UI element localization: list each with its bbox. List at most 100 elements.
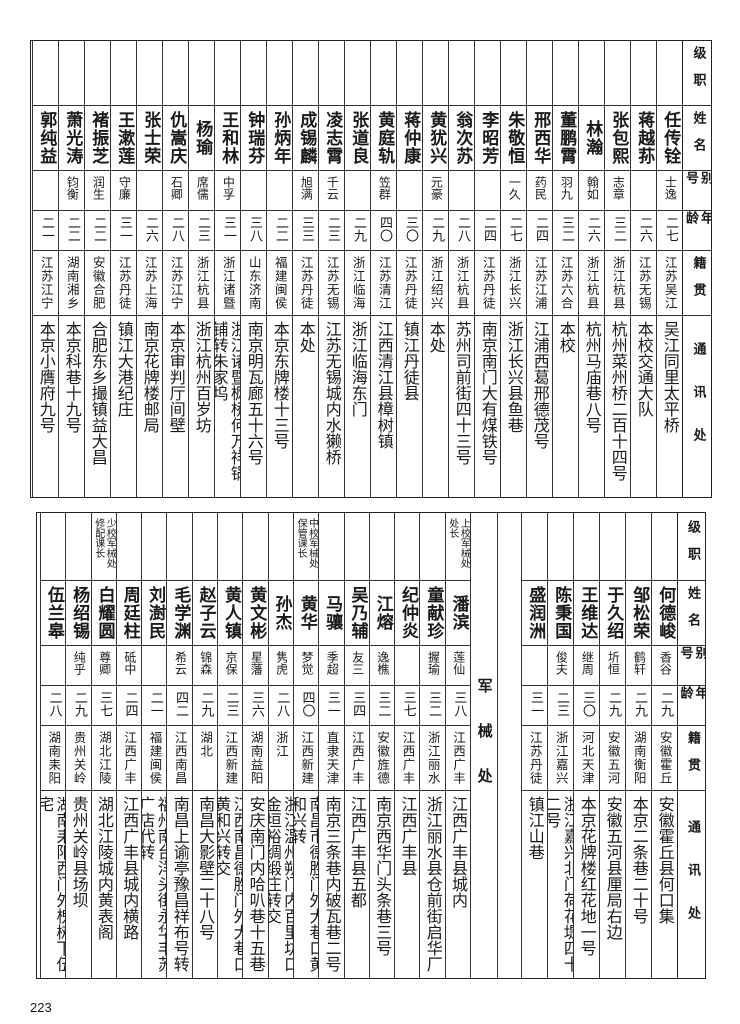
person-name: 马骧 <box>322 595 343 631</box>
cell-name: 周廷柱 <box>116 581 142 646</box>
person-address: 本京审判厅间壁 <box>166 321 186 433</box>
cell-rank <box>268 513 293 581</box>
person-column: 吴乃辅 友三 三四 江西广丰 江西广丰县五都 <box>343 513 369 978</box>
person-address: 本京二条巷二十号 <box>629 796 649 924</box>
cell-address: 本京审判厅间壁 <box>163 316 188 496</box>
person-address: 苏州司前街四十三号 <box>452 321 472 465</box>
cell-rank <box>59 41 84 106</box>
cell-origin: 贵州关岭 <box>66 726 91 791</box>
cell-alias: 鹤轩 <box>626 646 651 686</box>
cell-origin: 浙江长兴 <box>501 251 526 316</box>
person-alias: 中孚 <box>221 176 236 200</box>
cell-alias <box>267 171 292 211</box>
person-column: 蒋越荪 二六 江苏无锡 本校交通大队 <box>630 41 656 497</box>
cell-address: 安徽霍丘县何口集 <box>652 791 677 977</box>
cell-rank <box>397 41 422 106</box>
cell-name: 刘澍民 <box>142 581 167 646</box>
cell-rank <box>241 41 266 106</box>
person-origin: 安徽五河 <box>605 731 621 785</box>
person-age: 三八 <box>246 216 262 242</box>
person-column: 张包熙 志章 三二 浙江杭县 杭州菜州桥二百十四号 <box>604 41 630 497</box>
cell-origin: 江西新建 <box>293 726 319 791</box>
header-cell-age: 年龄 <box>683 211 711 251</box>
cell-address: 江苏无锡城内水獭桥 <box>319 316 344 496</box>
cell-name: 翁次苏 <box>449 106 474 171</box>
person-name: 成锡麟 <box>296 111 317 165</box>
cell-origin: 江苏丹徒 <box>293 251 318 316</box>
cell-age: 二四 <box>475 211 500 251</box>
person-column: 童献珍 握瑜 三二 浙江丽水 浙江丽水县仓前街启华厂 <box>419 513 445 978</box>
cell-name: 孙炳年 <box>267 106 292 171</box>
person-column: 赵子云 锦森 二九 湖北 南昌大影壁二十八号 <box>191 513 218 978</box>
person-age: 二四 <box>480 216 496 242</box>
person-origin: 江西新建 <box>299 731 315 785</box>
person-column: 邹松荣 鹤轩 二九 湖南衡阳 本京二条巷二十号 <box>625 513 651 978</box>
person-name: 张道良 <box>348 111 369 165</box>
cell-address: 南昌上谕亭豫昌祥布号转 <box>167 791 191 977</box>
person-age: 二九 <box>631 691 647 717</box>
person-column: 江熔 逸樵 三二 安徽旌德 南京西华门头条巷三号 <box>368 513 395 978</box>
person-origin: 安徽合肥 <box>90 256 106 310</box>
person-address: 南京南门大有煤铁号 <box>478 321 498 465</box>
cell-age: 三〇 <box>574 686 599 726</box>
person-address: 南昌大影壁二十八号 <box>196 796 216 940</box>
cell-origin: 浙江嘉兴 <box>548 726 573 791</box>
person-column: 翁次苏 二八 浙江杭县 苏州司前街四十三号 <box>448 41 474 497</box>
person-age: 二九 <box>71 691 87 717</box>
person-name: 潘滨 <box>448 595 469 631</box>
person-alias: 元豪 <box>429 176 444 200</box>
person-address: 安徽五河县厘局右边 <box>603 796 623 940</box>
header-label-origin: 籍贯 <box>690 256 706 310</box>
cell-origin: 福建闽侯 <box>267 251 292 316</box>
cell-name: 潘滨 <box>445 581 470 646</box>
person-alias: 京保 <box>224 651 239 675</box>
cell-origin: 江西广丰 <box>116 726 142 791</box>
header-cell-alias: 别号 <box>678 646 705 686</box>
person-age: 三二 <box>375 691 391 717</box>
cell-origin: 安徽五河 <box>600 726 625 791</box>
person-alias: 药民 <box>533 176 548 200</box>
cell-rank: 中校军械处保管课长 <box>293 513 319 581</box>
cell-origin: 湖南湘乡 <box>59 251 84 316</box>
cell-age: 二三 <box>548 686 573 726</box>
person-age: 二四 <box>122 691 138 717</box>
cell-address: 南京花牌楼邮局 <box>137 316 162 496</box>
person-address: 本京小膺府九号 <box>36 321 56 433</box>
person-name: 林瀚 <box>582 120 603 156</box>
cell-name: 钟瑞芬 <box>241 106 266 171</box>
cell-name: 蒋越荪 <box>631 106 656 171</box>
cell-name: 毛学渊 <box>167 581 192 646</box>
cell-address: 南京西华门头条巷三号 <box>370 791 394 977</box>
person-origin: 湖南耒阳 <box>46 731 62 785</box>
person-column: 王维达 继周 三〇 河北天津 本京花牌楼红花地一号 <box>573 513 599 978</box>
person-address: 镇江丹徒县 <box>400 321 420 401</box>
header-label-address: 通讯处 <box>684 819 700 949</box>
cell-origin: 浙江杭县 <box>449 251 474 316</box>
person-alias: 希云 <box>173 651 188 675</box>
cell-name: 张道良 <box>345 106 370 171</box>
person-alias: 一久 <box>507 176 522 200</box>
cell-name: 黄庭轨 <box>371 106 396 171</box>
person-address: 南京花牌楼邮局 <box>140 321 160 433</box>
header-cell-rank: 级职 <box>683 41 711 106</box>
cell-rank <box>652 513 677 581</box>
person-origin: 江西南昌 <box>172 731 188 785</box>
header-cell-origin: 籍贯 <box>683 251 711 316</box>
person-origin: 江苏江浦 <box>532 256 548 310</box>
cell-name: 江熔 <box>369 581 395 646</box>
person-address: 南昌市德胜门外大巷口黄和兴转 <box>293 796 319 972</box>
person-origin: 浙江杭县 <box>610 256 626 310</box>
person-name: 王和林 <box>218 111 239 165</box>
person-alias: 志章 <box>611 176 626 200</box>
cell-rank <box>142 513 167 581</box>
cell-alias <box>475 171 500 211</box>
person-column: 毛学渊 希云 四二 江西南昌 南昌上谕亭豫昌祥布号转 <box>166 513 192 978</box>
person-age: 三一 <box>527 691 543 717</box>
cell-address: 本京东牌楼十三号 <box>267 316 292 496</box>
person-address: 江西广丰县城内横路 <box>120 796 140 940</box>
person-address: 本京东牌楼十三号 <box>270 321 290 449</box>
person-address: 南昌上谕亭豫昌祥布号转 <box>170 796 190 972</box>
cell-rank <box>345 41 370 106</box>
person-origin: 福建闽侯 <box>272 256 288 310</box>
cell-address: 本京花牌楼红花地一号 <box>574 791 599 977</box>
